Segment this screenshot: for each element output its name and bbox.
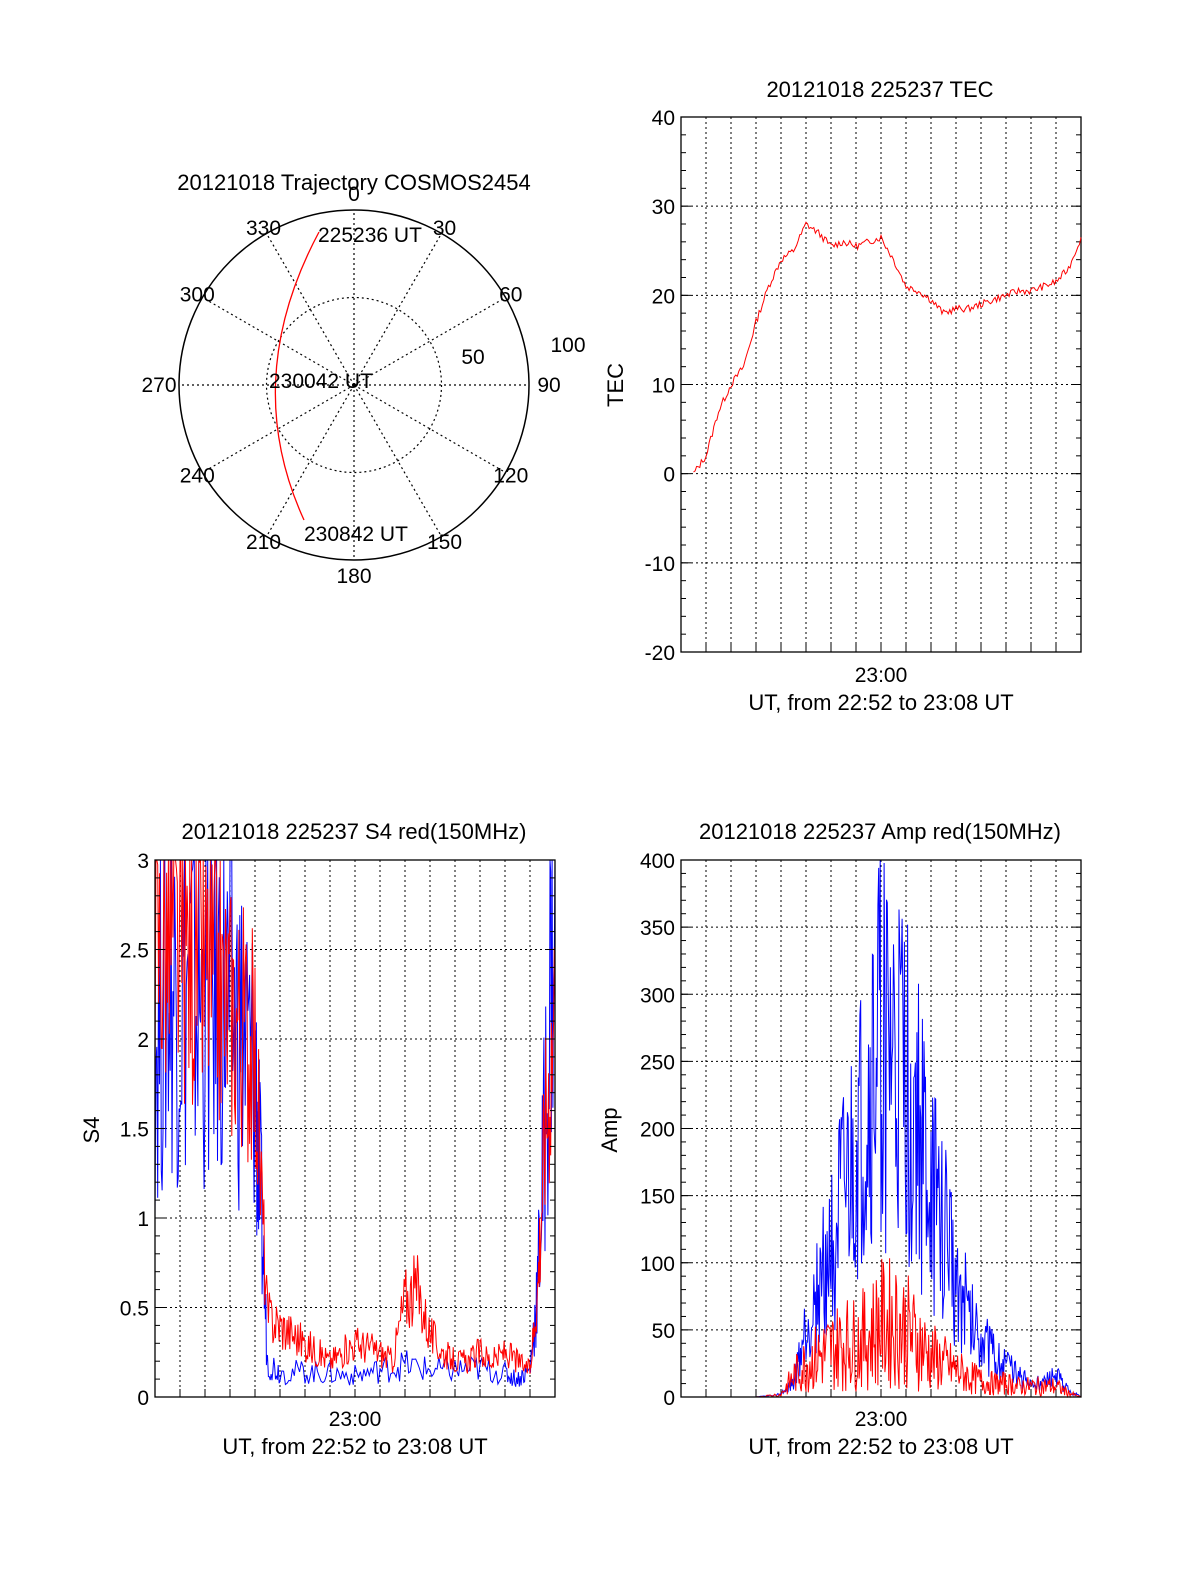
azimuth-label: 330: [246, 217, 281, 240]
y-tick-label: -10: [645, 553, 675, 576]
tec-series: [693, 221, 1082, 473]
azimuth-label: 270: [141, 374, 176, 397]
series-line-red: [154, 859, 556, 1374]
y-tick-label: 40: [652, 107, 675, 130]
ring-label-100: 100: [550, 334, 585, 357]
y-tick-label: -20: [645, 642, 675, 665]
azimuth-label: 180: [336, 565, 371, 588]
y-tick-label: 200: [640, 1119, 675, 1142]
azimuth-label: 0: [348, 183, 360, 206]
y-tick-label: 1.5: [120, 1119, 149, 1142]
series-line-red: [693, 221, 1082, 473]
polar-spoke: [353, 384, 443, 537]
tec-y-ticks: -20 -10 0 10 20 30 40: [645, 107, 1081, 665]
s4-xlabel: UT, from 22:52 to 23:08 UT: [222, 1434, 487, 1459]
y-tick-label: 400: [640, 850, 675, 873]
tec-grid: [681, 117, 1081, 652]
s4-plot: 20121018 225237 S4 red(150MHz) 0 0.5 1 1.5 2…: [79, 819, 556, 1459]
y-tick-label: 1: [137, 1208, 149, 1231]
s4-title: 20121018 225237 S4 red(150MHz): [182, 819, 527, 844]
polar-spoke: [202, 384, 355, 474]
amp-series: [681, 859, 1082, 1399]
amp-ylabel: Amp: [597, 1107, 622, 1152]
s4-y-ticks: 0 0.5 1 1.5 2 2.5 3: [120, 850, 555, 1410]
trajectory-start-label: 225236 UT: [318, 224, 422, 247]
y-tick-label: 0: [663, 464, 675, 487]
polar-grid: 0 30 60 90 120 150 180 210 240 270 300 330: [141, 183, 560, 588]
tec-title: 20121018 225237 TEC: [766, 77, 993, 102]
polar-spoke: [353, 233, 443, 386]
azimuth-label: 210: [246, 531, 281, 554]
s4-ylabel: S4: [79, 1117, 104, 1144]
amp-title: 20121018 225237 Amp red(150MHz): [699, 819, 1061, 844]
azimuth-label: 120: [493, 465, 528, 488]
series-line-red: [681, 1258, 1082, 1399]
polar-spoke: [202, 296, 355, 386]
amp-xlabel: UT, from 22:52 to 23:08 UT: [748, 1434, 1013, 1459]
y-tick-label: 150: [640, 1186, 675, 1209]
azimuth-label: 60: [499, 284, 522, 307]
polar-spoke: [353, 384, 506, 474]
azimuth-label: 150: [427, 531, 462, 554]
polar-title: 20121018 Trajectory COSMOS2454: [177, 170, 530, 195]
polar-outer-circle: [178, 209, 530, 561]
y-tick-label: 0: [663, 1387, 675, 1410]
polar-spoke: [265, 233, 355, 386]
azimuth-label: 30: [433, 217, 456, 240]
y-tick-label: 20: [652, 285, 675, 308]
y-tick-label: 2.5: [120, 940, 149, 963]
azimuth-label: 240: [180, 465, 215, 488]
tec-ylabel: TEC: [603, 363, 628, 407]
polar-inner-ring: [265, 296, 443, 474]
y-tick-label: 250: [640, 1051, 675, 1074]
amp-xtick-label: 23:00: [855, 1408, 908, 1431]
y-tick-label: 2: [137, 1029, 149, 1052]
y-tick-label: 350: [640, 917, 675, 940]
s4-series: [154, 859, 556, 1387]
azimuth-label: 300: [180, 284, 215, 307]
y-tick-label: 50: [652, 1320, 675, 1343]
satellite-trajectory: [274, 231, 320, 521]
y-tick-label: 10: [652, 375, 675, 398]
tec-xtick-label: 23:00: [855, 664, 908, 687]
y-tick-label: 0.5: [120, 1298, 149, 1321]
y-tick-label: 3: [137, 850, 149, 873]
y-tick-label: 100: [640, 1253, 675, 1276]
trajectory-mid-label: 230042 UT: [269, 370, 373, 393]
s4-xtick-label: 23:00: [329, 1408, 382, 1431]
polar-spoke: [353, 296, 506, 386]
y-tick-label: 30: [652, 196, 675, 219]
amp-plot: 20121018 225237 Amp red(150MHz) 0 50 100 15…: [597, 819, 1082, 1459]
polar-spoke: [265, 384, 355, 537]
trajectory-end-label: 230842 UT: [304, 523, 408, 546]
amp-y-ticks: 0 50 100 150 200 250 300 350 400: [640, 850, 1081, 1410]
polar-trajectory-plot: 20121018 Trajectory COSMOS2454 0 30 60 90 12…: [141, 170, 585, 588]
tec-xlabel: UT, from 22:52 to 23:08 UT: [748, 690, 1013, 715]
y-tick-label: 300: [640, 984, 675, 1007]
ring-label-50: 50: [461, 346, 484, 369]
y-tick-label: 0: [137, 1387, 149, 1410]
azimuth-label: 90: [537, 374, 560, 397]
